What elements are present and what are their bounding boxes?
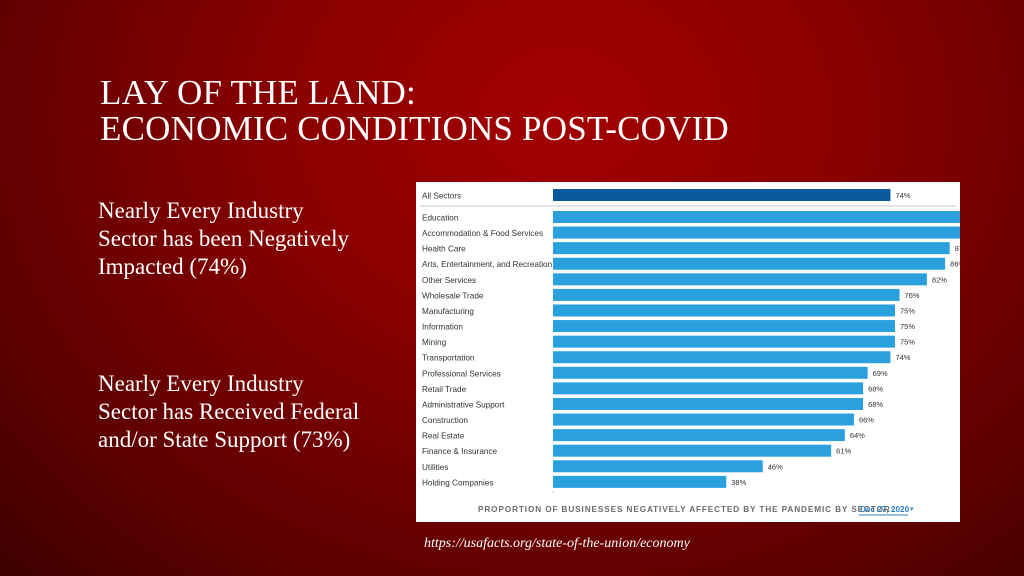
value-label-professional-services: 69% <box>873 369 888 378</box>
bar-chart: All Sectors74%Education91%Accommodation … <box>420 189 960 516</box>
value-label-mining: 75% <box>900 338 915 347</box>
bar-utilities <box>553 460 763 473</box>
value-label-administrative-support: 68% <box>868 400 883 409</box>
category-label-other-services: Other Services <box>422 276 476 285</box>
value-label-other-services: 82% <box>932 275 947 284</box>
chart-panel: All Sectors74%Education91%Accommodation … <box>416 182 960 522</box>
chevron-down-icon: ▾ <box>910 505 914 513</box>
value-label-finance-insurance: 61% <box>836 447 851 456</box>
category-label-education: Education <box>422 214 459 223</box>
bar-mining <box>553 335 895 348</box>
bullet-negatively-impacted: Nearly Every Industry Sector has been Ne… <box>98 198 349 279</box>
bar-arts-entertainment-and-recreation <box>553 257 946 270</box>
category-label-wholesale-trade: Wholesale Trade <box>422 291 484 300</box>
bar-retail-trade <box>553 382 864 395</box>
bar-manufacturing <box>553 304 895 317</box>
source-url: https://usafacts.org/state-of-the-union/… <box>424 536 690 551</box>
value-label-arts-entertainment-and-recreation: 86% <box>950 260 960 269</box>
slide-title: LAY OF THE LAND: ECONOMIC CONDITIONS POS… <box>100 75 900 147</box>
category-label-mining: Mining <box>422 338 447 347</box>
bar-finance-insurance <box>553 444 832 457</box>
category-label-accommodation-food-services: Accommodation & Food Services <box>422 229 543 238</box>
value-label-information: 75% <box>900 322 915 331</box>
category-label-administrative-support: Administrative Support <box>422 400 505 409</box>
category-label-professional-services: Professional Services <box>422 369 501 378</box>
value-label-all-sectors: 74% <box>895 191 910 200</box>
category-label-all-sectors: All Sectors <box>422 192 461 201</box>
category-label-construction: Construction <box>422 416 468 425</box>
bar-accommodation-food-services <box>553 226 960 239</box>
bar-transportation <box>553 351 891 364</box>
title-line-1: LAY OF THE LAND: <box>100 73 416 112</box>
bar-information <box>553 320 895 333</box>
bar-professional-services <box>553 366 868 379</box>
date-selector: Dec 27, 2020 <box>860 505 910 514</box>
category-label-real-estate: Real Estate <box>422 432 465 441</box>
category-label-retail-trade: Retail Trade <box>422 385 467 394</box>
value-label-construction: 66% <box>859 416 874 425</box>
bar-real-estate <box>553 429 845 442</box>
title-line-2: ECONOMIC CONDITIONS POST-COVID <box>100 109 729 148</box>
value-label-real-estate: 64% <box>850 431 865 440</box>
category-label-holding-companies: Holding Companies <box>422 478 493 487</box>
value-label-manufacturing: 75% <box>900 306 915 315</box>
bullet-received-support: Nearly Every Industry Sector has Receive… <box>98 371 360 452</box>
chart-caption: PROPORTION OF BUSINESSES NEGATIVELY AFFE… <box>478 505 894 514</box>
category-label-arts-entertainment-and-recreation: Arts, Entertainment, and Recreation <box>422 260 553 269</box>
bar-education <box>553 211 960 223</box>
bar-construction <box>553 413 854 426</box>
bar-wholesale-trade <box>553 288 900 301</box>
category-label-transportation: Transportation <box>422 354 475 363</box>
category-label-manufacturing: Manufacturing <box>422 307 474 316</box>
value-label-health-care: 87% <box>955 244 960 253</box>
value-label-utilities: 46% <box>768 462 783 471</box>
bar-other-services <box>553 273 927 286</box>
bar-administrative-support <box>553 397 864 410</box>
bar-holding-companies <box>553 475 727 488</box>
category-label-finance-insurance: Finance & Insurance <box>422 447 498 456</box>
category-label-information: Information <box>422 323 463 332</box>
bar-all-sectors <box>553 189 891 201</box>
category-label-utilities: Utilities <box>422 463 448 472</box>
value-label-transportation: 74% <box>895 353 910 362</box>
bar-health-care <box>553 242 950 255</box>
category-label-health-care: Health Care <box>422 245 466 254</box>
value-label-holding-companies: 38% <box>731 478 746 487</box>
value-label-retail-trade: 68% <box>868 384 883 393</box>
value-label-wholesale-trade: 76% <box>905 291 920 300</box>
